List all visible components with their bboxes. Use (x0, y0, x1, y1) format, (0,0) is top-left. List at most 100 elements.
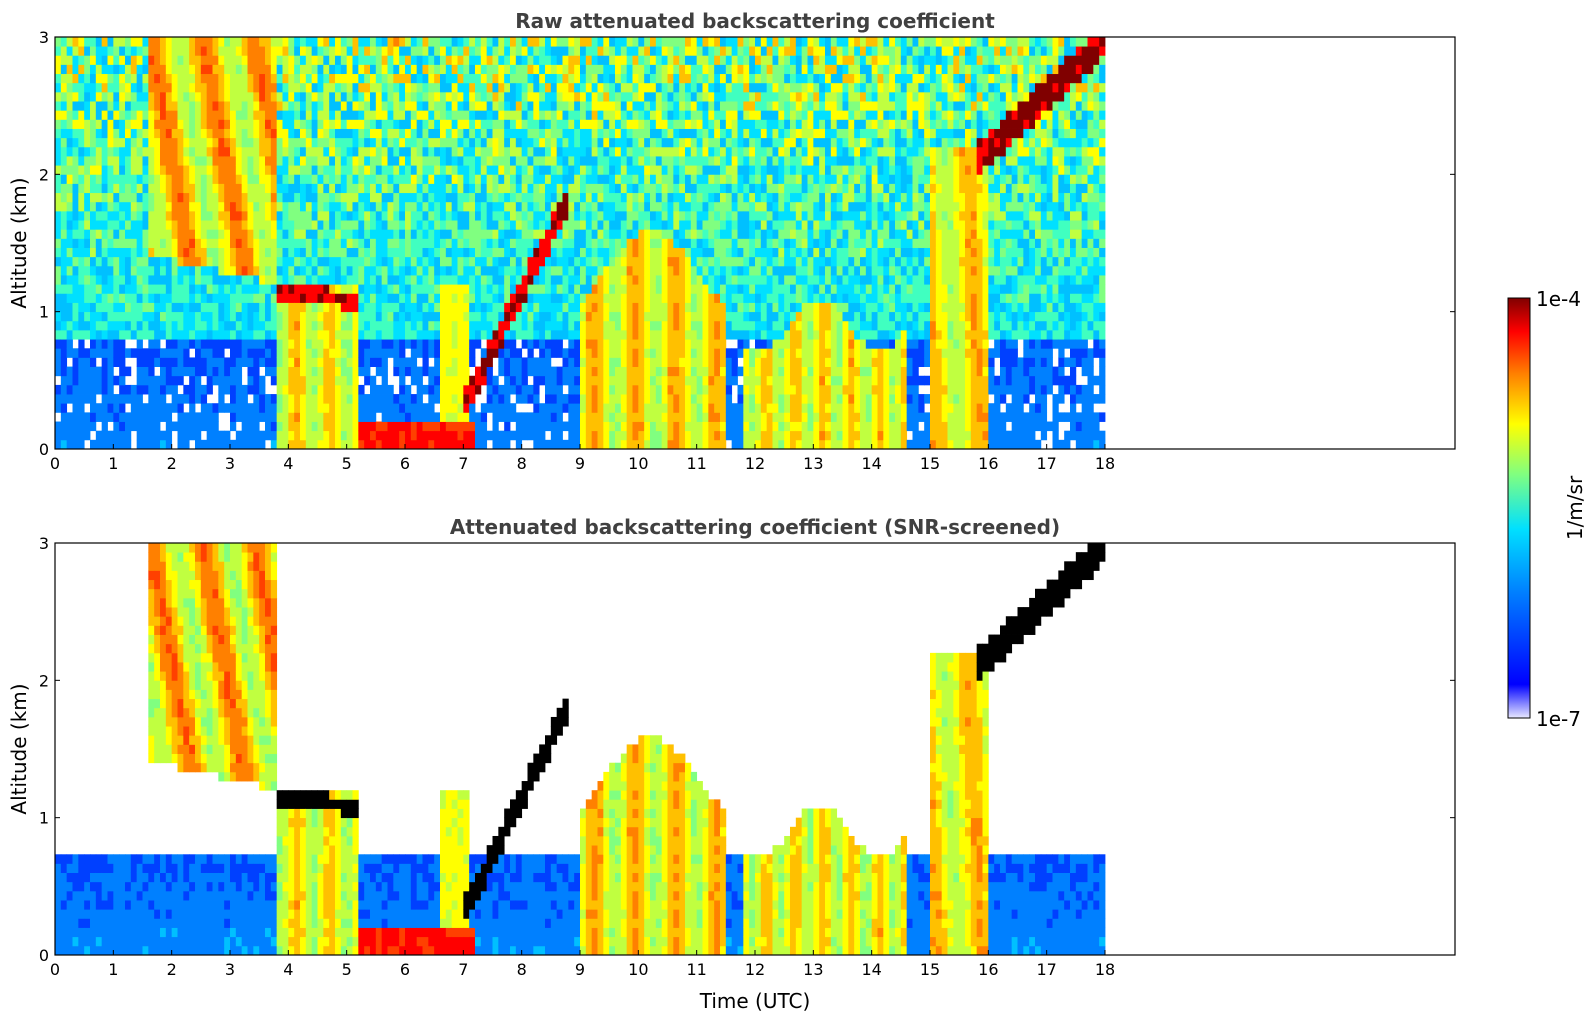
heatmap-cell (270, 220, 278, 230)
heatmap-cell (95, 64, 103, 75)
heatmap-cell (451, 82, 458, 93)
heatmap-cell (113, 55, 120, 65)
heatmap-cell (498, 91, 505, 102)
heatmap-cell (66, 183, 73, 194)
heatmap-cell (591, 229, 598, 239)
heatmap-cell (282, 329, 289, 340)
heatmap-cell (498, 302, 505, 313)
heatmap-cell (265, 37, 272, 47)
heatmap-cell (340, 146, 348, 157)
heatmap-cell (60, 412, 68, 422)
heatmap-cell (405, 238, 412, 248)
heatmap-cell (650, 412, 657, 422)
heatmap-cell (329, 55, 336, 65)
heatmap-cell (428, 192, 435, 203)
heatmap-cell (78, 439, 85, 449)
heatmap-cell (416, 348, 423, 358)
heatmap-cell (504, 156, 511, 166)
heatmap-cell (165, 110, 173, 120)
heatmap-cell (370, 329, 377, 340)
heatmap-cell (615, 329, 622, 340)
heatmap-cell (457, 412, 464, 422)
heatmap-cell (101, 156, 108, 166)
heatmap-cell (410, 64, 418, 75)
heatmap-cell (428, 73, 435, 84)
heatmap-cell (282, 165, 289, 175)
heatmap-cell (463, 229, 470, 239)
heatmap-cell (84, 366, 91, 377)
heatmap-cell (358, 284, 365, 294)
heatmap-cell (708, 37, 715, 47)
heatmap-cell (276, 329, 283, 340)
heatmap-cell (387, 64, 394, 75)
heatmap-cell (171, 146, 178, 157)
heatmap-cell (696, 394, 703, 404)
heatmap-cell (480, 265, 488, 276)
heatmap-cell (119, 439, 126, 449)
heatmap-cell (329, 183, 336, 194)
heatmap-cell (609, 311, 616, 322)
heatmap-cell (136, 110, 143, 120)
heatmap-cell (609, 210, 616, 221)
heatmap-cell (597, 91, 604, 102)
heatmap-cell (626, 82, 633, 93)
heatmap-cell (545, 403, 552, 413)
heatmap-cell (276, 137, 283, 148)
heatmap-cell (335, 238, 342, 248)
heatmap-cell (206, 439, 213, 449)
heatmap-cell (171, 421, 178, 432)
heatmap-cell (241, 348, 248, 358)
heatmap-cell (597, 192, 604, 203)
heatmap-cell (259, 183, 266, 194)
heatmap-cell (562, 210, 569, 221)
heatmap-cell (510, 329, 517, 340)
heatmap-cell (615, 348, 622, 358)
heatmap-cell (685, 238, 692, 248)
heatmap-cell (125, 329, 132, 340)
heatmap-cell (165, 37, 173, 47)
heatmap-cell (183, 137, 190, 148)
heatmap-cell (533, 55, 540, 65)
heatmap-cell (655, 394, 663, 404)
heatmap-cell (165, 384, 173, 395)
heatmap-cell (78, 256, 85, 267)
heatmap-cell (416, 137, 423, 148)
heatmap-cell (585, 91, 593, 102)
heatmap-cell (200, 293, 208, 303)
heatmap-cell (241, 229, 248, 239)
heatmap-cell (434, 174, 441, 184)
heatmap-cell (60, 201, 68, 212)
heatmap-cell (218, 357, 225, 367)
heatmap-cell (136, 156, 143, 166)
heatmap-cell (311, 375, 318, 386)
heatmap-cell (539, 165, 546, 175)
heatmap-cell (393, 220, 400, 230)
heatmap-cell (515, 329, 523, 340)
heatmap-cell (626, 210, 633, 221)
heatmap-cell (241, 238, 248, 248)
heatmap-cell (352, 375, 359, 386)
heatmap-cell (247, 238, 254, 248)
heatmap-cell (673, 284, 680, 294)
heatmap-cell (556, 293, 563, 303)
heatmap-cell (480, 146, 488, 157)
heatmap-cell (78, 384, 85, 395)
heatmap-cell (574, 201, 581, 212)
heatmap-cell (346, 220, 353, 230)
heatmap-cell (673, 320, 680, 331)
heatmap-cell (55, 220, 62, 230)
heatmap-cell (259, 165, 266, 175)
heatmap-cell (620, 64, 628, 75)
heatmap-cell (95, 210, 103, 221)
heatmap-cell (113, 421, 120, 432)
heatmap-cell (195, 201, 202, 212)
heatmap-cell (340, 439, 348, 449)
heatmap-cell (171, 357, 178, 367)
heatmap-cell (311, 311, 318, 322)
heatmap-cell (515, 55, 523, 65)
heatmap-cell (253, 46, 260, 56)
heatmap-cell (241, 91, 248, 102)
heatmap-cell (142, 284, 149, 294)
heatmap-cell (562, 64, 569, 75)
heatmap-cell (101, 329, 108, 340)
